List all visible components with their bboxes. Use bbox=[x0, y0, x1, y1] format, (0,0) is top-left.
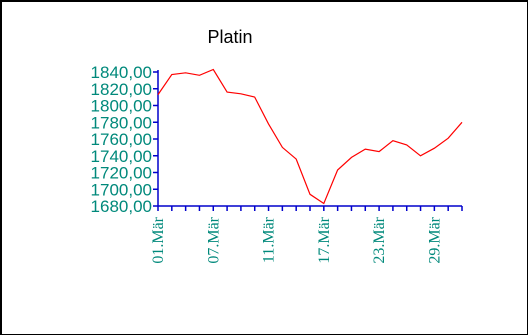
x-tick-label: 07.Mär bbox=[205, 216, 222, 263]
x-tick-label: 23.Mär bbox=[371, 216, 388, 263]
x-tick-label: 11.Mär bbox=[261, 216, 278, 263]
y-tick-label: 1720,00 bbox=[91, 164, 152, 183]
series-line bbox=[157, 68, 463, 205]
x-tick-label: 29.Mär bbox=[426, 216, 443, 263]
y-tick-label: 1740,00 bbox=[91, 147, 152, 166]
y-tick-label: 1780,00 bbox=[91, 113, 152, 132]
x-tick-label: 17.Mär bbox=[316, 216, 333, 263]
y-tick-label: 1820,00 bbox=[91, 80, 152, 99]
y-tick-label: 1840,00 bbox=[91, 63, 152, 82]
chart-title: Platin bbox=[207, 27, 252, 47]
y-tick-label: 1760,00 bbox=[91, 130, 152, 149]
y-tick-label: 1680,00 bbox=[91, 197, 152, 216]
x-tick-label: 01.Mär bbox=[150, 216, 167, 263]
y-tick-label: 1700,00 bbox=[91, 180, 152, 199]
y-tick-label: 1800,00 bbox=[91, 97, 152, 116]
